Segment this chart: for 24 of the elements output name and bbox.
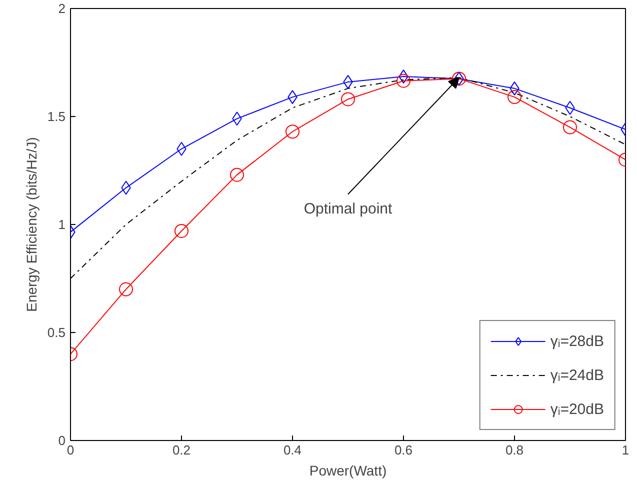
y-tick-label: 0 [58, 433, 66, 448]
x-tick-label: 1 [622, 442, 630, 458]
y-tick-label: 0.5 [47, 325, 66, 340]
point [174, 224, 188, 238]
point [286, 124, 300, 139]
y-axis-title: Energy Efficiency (bits/Hz/J) [23, 137, 40, 312]
x-tick-label: 0.2 [172, 442, 191, 458]
legend-label: γᵢ=28dB [550, 332, 604, 350]
point [508, 90, 522, 104]
point [230, 168, 244, 182]
point [563, 120, 577, 134]
x-tick-label: 0.6 [394, 442, 413, 458]
y-tick-label: 1 [58, 217, 66, 232]
legend-label: γᵢ=20dB [550, 400, 604, 418]
x-tick-label: 0.8 [505, 442, 524, 458]
point [119, 282, 133, 296]
y-tick-label: 2 [58, 1, 66, 16]
x-axis-title: Power(Watt) [309, 462, 387, 478]
legend-label: γᵢ=24dB [550, 366, 604, 384]
point [396, 74, 410, 88]
point [341, 92, 355, 106]
annotation: Optimal point [304, 200, 394, 218]
x-tick-label: 0.4 [283, 442, 302, 458]
y-tick-label: 1.5 [47, 109, 66, 124]
